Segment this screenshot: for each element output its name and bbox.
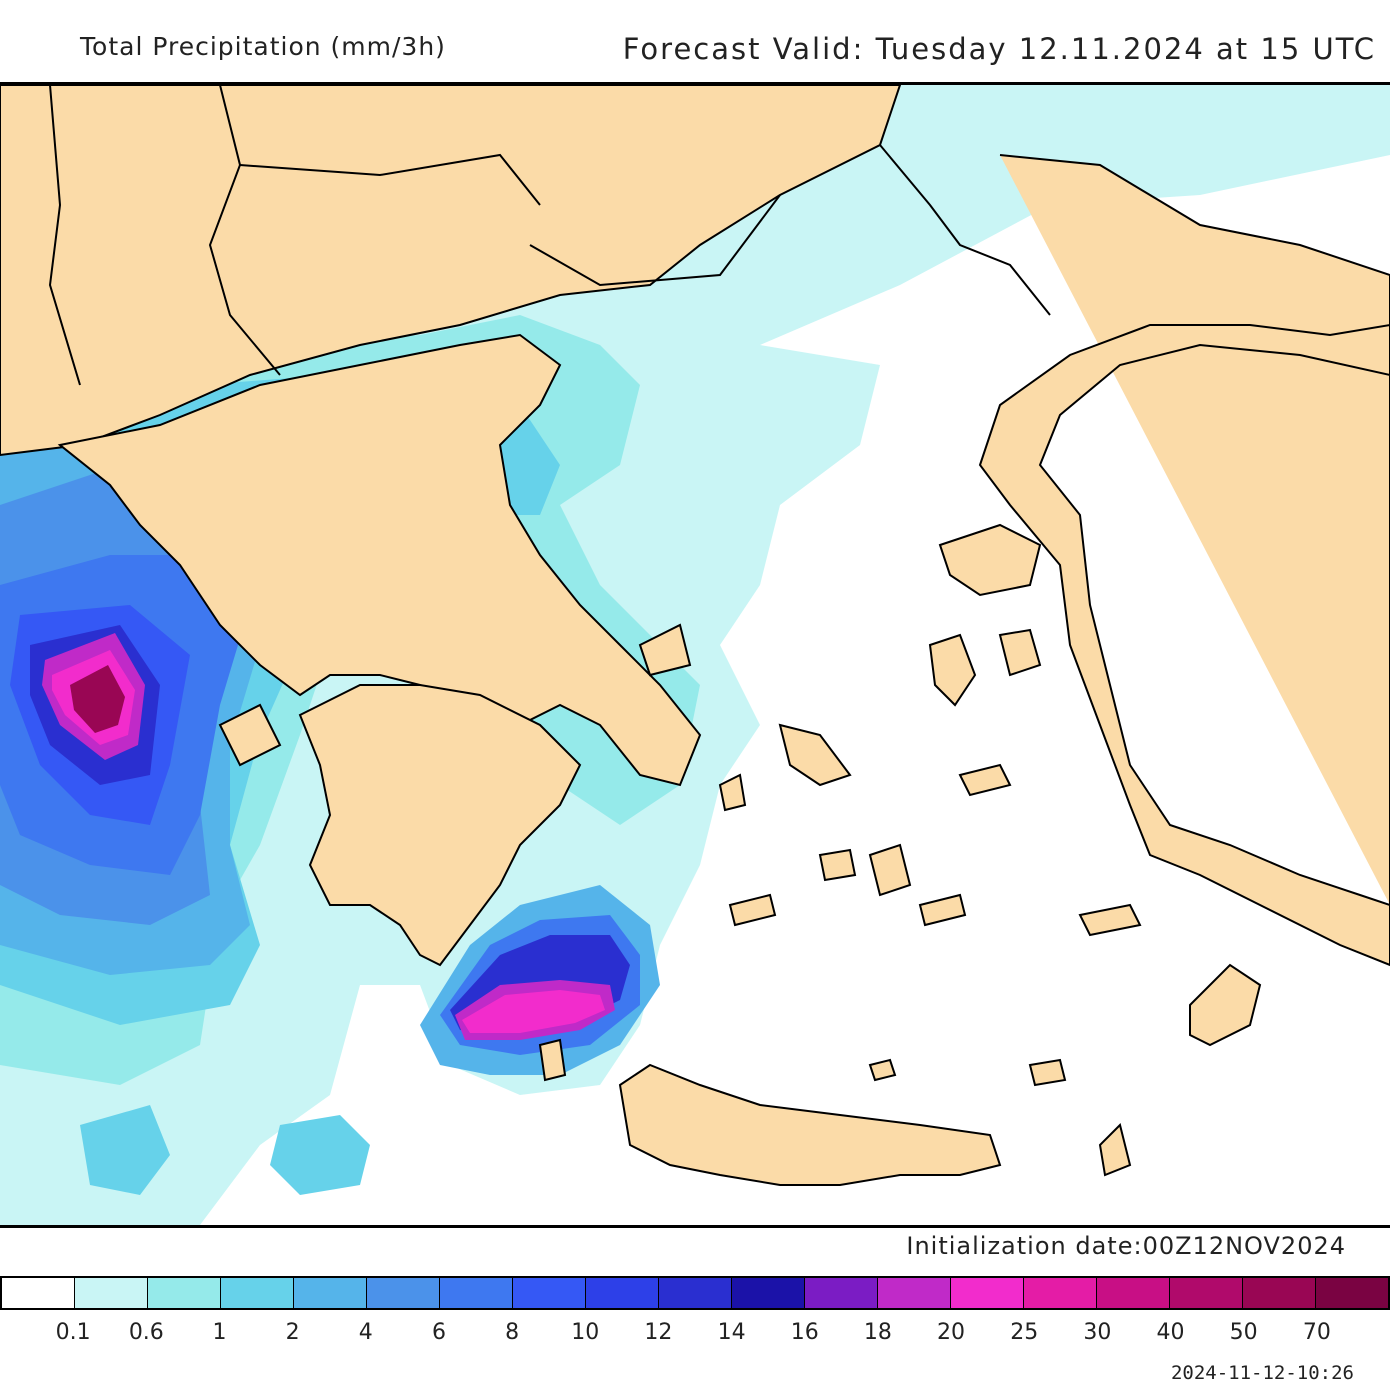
turkey-land (978, 154, 1390, 967)
rhodes (1189, 963, 1262, 1047)
crete (618, 1063, 1002, 1186)
legend-swatch (1024, 1278, 1097, 1308)
legend-swatch (1243, 1278, 1316, 1308)
legend-swatch (148, 1278, 221, 1308)
country-borders (48, 85, 1051, 386)
legend-swatch (659, 1278, 732, 1308)
legend-tick-label: 18 (863, 1320, 892, 1345)
product-title: Total Precipitation (mm/3h) (80, 32, 446, 61)
lesbos (938, 523, 1042, 597)
legend-tick-label: 16 (790, 1320, 819, 1345)
legend-tick-label: 6 (431, 1320, 446, 1345)
legend-tick-label: 14 (717, 1320, 746, 1345)
legend-tick-label: 0.1 (55, 1320, 91, 1345)
legend-swatch (951, 1278, 1024, 1308)
legend-tick-label: 40 (1156, 1320, 1185, 1345)
legend-swatch (221, 1278, 294, 1308)
initialization-date: Initialization date:00Z12NOV2024 (906, 1232, 1346, 1260)
legend-tick-label: 1 (212, 1320, 227, 1345)
legend-swatch (294, 1278, 367, 1308)
color-legend-labels: 0.1 0.6 1 2 4 6 8 10 12 14 16 18 20 25 30 40 50 70 (0, 1320, 1390, 1354)
legend-swatch (513, 1278, 586, 1308)
legend-tick-label: 30 (1083, 1320, 1112, 1345)
legend-tick-label: 0.6 (128, 1320, 164, 1345)
legend-tick-label: 10 (571, 1320, 600, 1345)
legend-swatch (2, 1278, 75, 1308)
legend-swatch (586, 1278, 659, 1308)
legend-tick-label: 70 (1302, 1320, 1331, 1345)
legend-tick-label: 20 (937, 1320, 966, 1345)
legend-tick-label: 2 (285, 1320, 300, 1345)
legend-tick-label: 12 (644, 1320, 673, 1345)
legend-tick-label: 8 (505, 1320, 520, 1345)
legend-swatch (1316, 1278, 1388, 1308)
forecast-valid-time: Forecast Valid: Tuesday 12.11.2024 at 15… (622, 32, 1376, 66)
color-legend-bar (0, 1276, 1390, 1310)
legend-swatch (1097, 1278, 1170, 1308)
legend-swatch (732, 1278, 805, 1308)
legend-swatch (878, 1278, 951, 1308)
legend-swatch (75, 1278, 148, 1308)
legend-swatch (440, 1278, 513, 1308)
legend-swatch (1170, 1278, 1243, 1308)
map-frame (0, 82, 1390, 1228)
peloponnese (298, 684, 582, 967)
greece-mainland (57, 333, 702, 787)
land-masses (0, 85, 1390, 1186)
legend-swatch (367, 1278, 440, 1308)
timestamp: 2024-11-12-10:26 (1170, 1362, 1354, 1384)
legend-tick-label: 50 (1229, 1320, 1258, 1345)
legend-swatch (805, 1278, 878, 1308)
legend-tick-label: 4 (358, 1320, 373, 1345)
precipitation-map (0, 85, 1390, 1225)
legend-tick-label: 25 (1010, 1320, 1039, 1345)
